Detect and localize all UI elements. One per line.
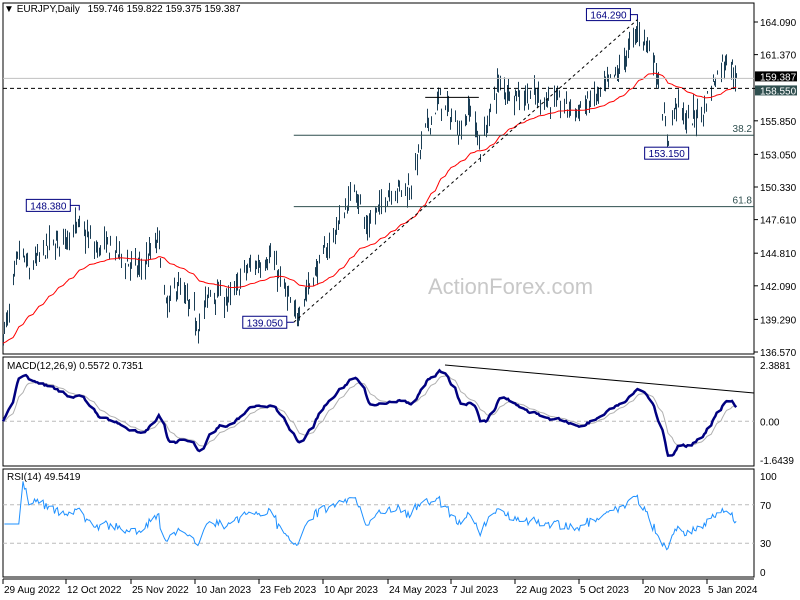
annotation-box xyxy=(242,315,288,329)
macd-tick-label: -1.6439 xyxy=(760,456,794,467)
annotation-box xyxy=(585,8,631,22)
rsi-tick-label: 0 xyxy=(760,568,766,579)
x-tick-label: 5 Oct 2023 xyxy=(580,585,629,596)
price-tag-bg xyxy=(755,71,797,82)
macd-tick-label: 0.00 xyxy=(760,417,780,428)
y-tick-label: 142.090 xyxy=(760,282,797,293)
macd-title: MACD(12,26,9) 0.5572 0.7351 xyxy=(7,361,144,372)
x-tick-label: 7 Jul 2023 xyxy=(452,585,499,596)
price-tag-label: 159.387 xyxy=(760,72,797,83)
price-tag-bg xyxy=(755,85,797,96)
y-tick-label: 153.050 xyxy=(760,150,797,161)
x-tick-label: 25 Nov 2022 xyxy=(132,585,189,596)
y-tick-label: 136.570 xyxy=(760,348,797,359)
ohlc-readout: 159.746 159.822 159.375 159.387 xyxy=(87,4,241,15)
annotation-label: 153.150 xyxy=(649,149,686,160)
trendline xyxy=(293,19,638,323)
symbol-label: EURJPY,Daily xyxy=(16,4,80,15)
y-tick-label: 144.810 xyxy=(760,249,797,260)
macd-trendline xyxy=(444,364,755,394)
dropdown-triangle-icon[interactable]: ▼ xyxy=(4,4,14,15)
x-tick-label: 24 May 2023 xyxy=(389,585,447,596)
annotation-label: 164.290 xyxy=(590,11,627,22)
x-tick-label: 12 Oct 2022 xyxy=(67,585,122,596)
y-tick-label: 147.610 xyxy=(760,216,797,227)
annotation-label: 139.050 xyxy=(247,318,284,329)
rsi-panel xyxy=(2,468,755,578)
price-tag-label: 158.550 xyxy=(760,86,797,97)
annotation-leader xyxy=(70,204,80,211)
rsi-tick-label: 70 xyxy=(760,501,772,512)
macd-panel xyxy=(2,356,755,467)
fibonacci-label: 38.2 xyxy=(733,124,753,135)
main-panel xyxy=(2,2,755,355)
price-bars xyxy=(3,18,737,346)
annotation-leader xyxy=(630,14,638,20)
x-tick-label: 22 Aug 2023 xyxy=(516,585,573,596)
annotation-label: 148.380 xyxy=(30,201,67,212)
rsi-title: RSI(14) 49.5419 xyxy=(7,472,81,483)
y-tick-label: 139.290 xyxy=(760,315,797,326)
y-tick-label: 161.370 xyxy=(760,51,797,62)
annotation-box xyxy=(644,146,690,160)
rsi-line xyxy=(4,481,737,551)
x-tick-label: 20 Nov 2023 xyxy=(644,585,701,596)
rsi-tick-label: 100 xyxy=(760,472,777,483)
moving-average-line xyxy=(2,72,737,344)
rsi-tick-label: 30 xyxy=(760,539,772,550)
x-tick-label: 23 Feb 2023 xyxy=(260,585,317,596)
x-tick-label: 10 Jan 2023 xyxy=(196,585,251,596)
chart-header: ▼ EURJPY,Daily 159.746 159.822 159.375 1… xyxy=(4,4,241,15)
annotation-box xyxy=(25,198,71,212)
watermark: ActionForex.com xyxy=(428,274,594,299)
y-tick-label: 155.850 xyxy=(760,117,797,128)
macd-tick-label: 2.3881 xyxy=(760,361,791,372)
x-tick-label: 5 Jan 2024 xyxy=(708,585,758,596)
x-tick-label: 29 Aug 2022 xyxy=(4,585,61,596)
y-tick-label: 164.090 xyxy=(760,18,797,29)
macd-line xyxy=(1,368,738,457)
macd-signal-line xyxy=(2,375,737,447)
fibonacci-label: 61.8 xyxy=(733,196,753,207)
x-tick-label: 10 Apr 2023 xyxy=(324,585,378,596)
y-tick-label: 150.330 xyxy=(760,183,797,194)
